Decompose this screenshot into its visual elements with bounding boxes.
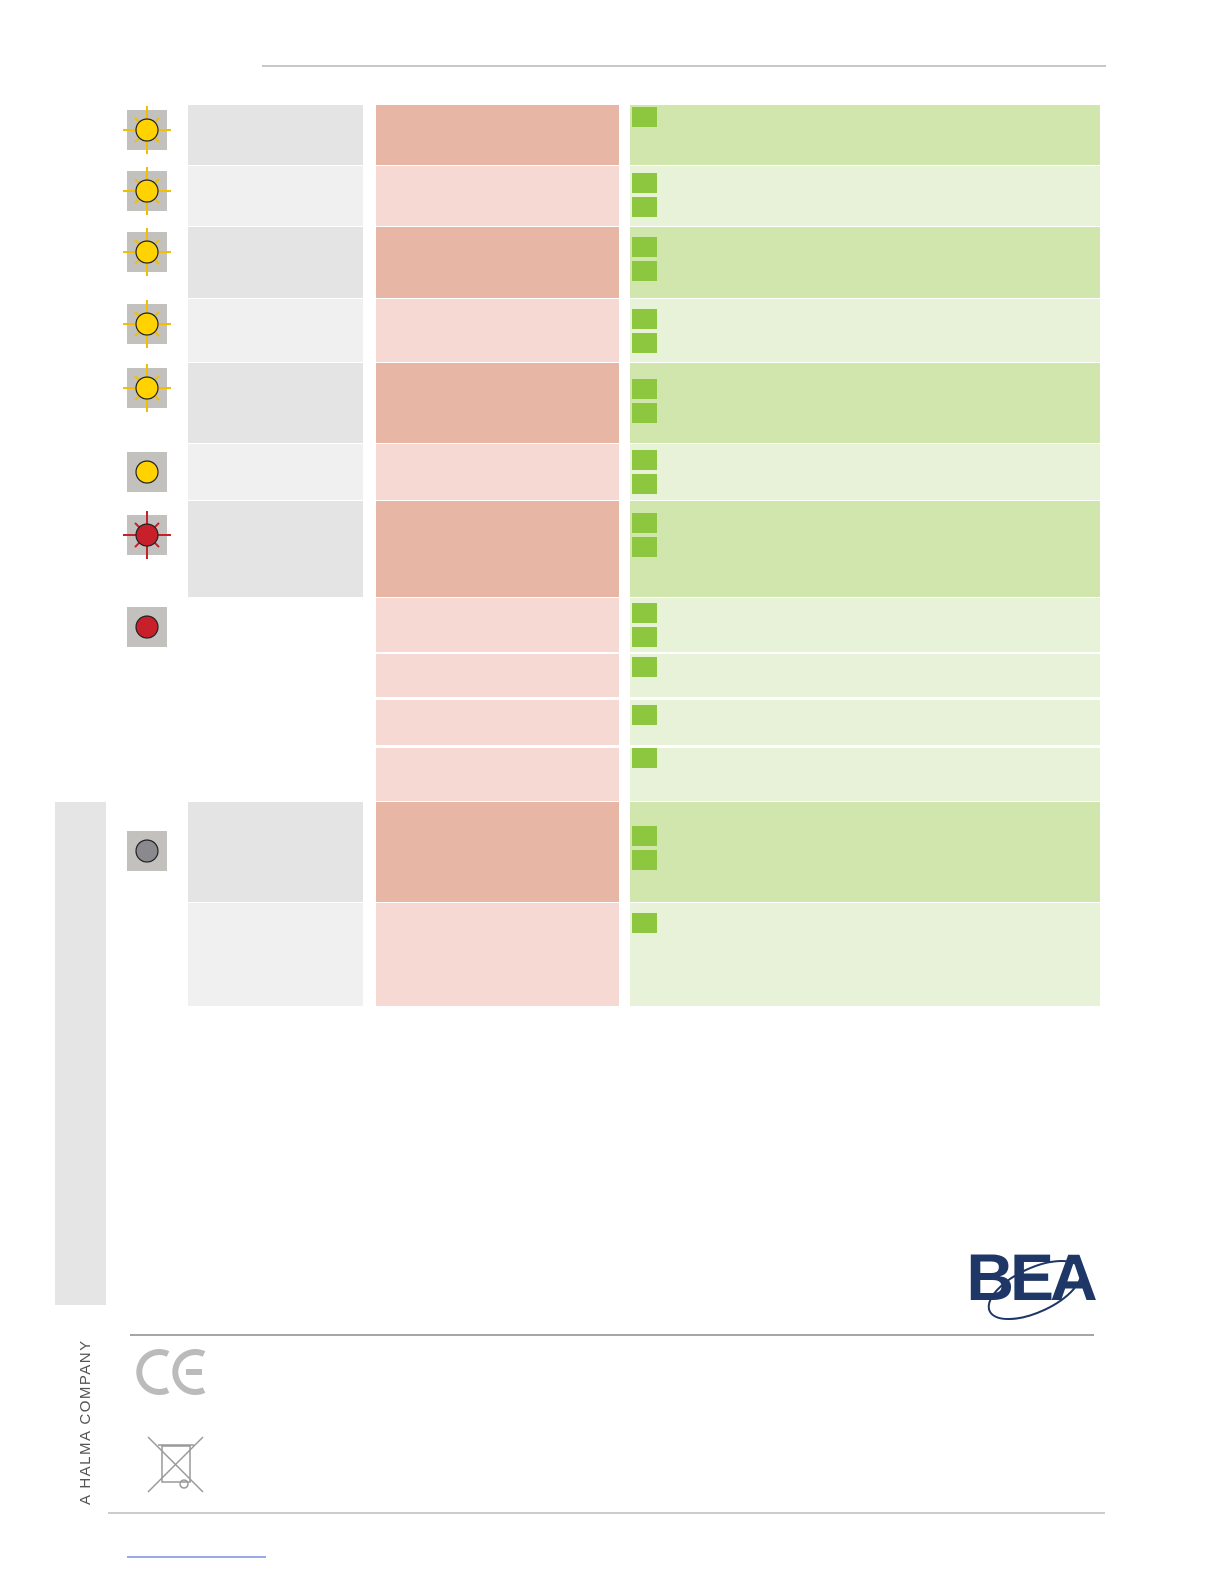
table-cell	[376, 363, 619, 443]
table-cell	[630, 227, 1100, 298]
table-cell	[630, 598, 1100, 652]
led	[135, 839, 159, 863]
step-marker	[632, 333, 657, 353]
step-marker	[632, 474, 657, 494]
step-marker	[632, 309, 657, 329]
table-cell	[188, 444, 363, 500]
step-marker	[632, 173, 657, 193]
led	[135, 523, 159, 547]
logo-swoosh	[987, 1259, 1083, 1321]
table-cell	[376, 166, 619, 226]
table-cell	[376, 903, 619, 1006]
step-marker	[632, 748, 657, 768]
table-cell	[630, 363, 1100, 443]
step-marker	[632, 705, 657, 725]
table-cell	[630, 299, 1100, 362]
step-marker	[632, 657, 657, 677]
table-cell	[376, 654, 619, 697]
step-marker	[632, 450, 657, 470]
table-cell	[376, 299, 619, 362]
table-cell	[376, 105, 619, 165]
table-cell	[376, 700, 619, 745]
table-cell	[630, 501, 1100, 597]
weee-icon	[147, 1436, 204, 1493]
step-marker	[632, 826, 657, 846]
step-marker	[632, 913, 657, 933]
sidebar	[55, 802, 106, 1305]
table-cell	[630, 166, 1100, 226]
led	[135, 376, 159, 400]
step-marker	[632, 379, 657, 399]
status-table	[123, 105, 1100, 1006]
table-cell	[188, 299, 363, 362]
step-marker	[632, 627, 657, 647]
table-cell	[188, 903, 363, 1006]
table-cell	[188, 166, 363, 226]
table-cell	[630, 903, 1100, 1006]
table-cell	[188, 802, 363, 902]
step-marker	[632, 537, 657, 557]
table-cell	[376, 598, 619, 652]
table-cell	[188, 501, 363, 597]
led	[135, 118, 159, 142]
table-cell	[188, 105, 363, 165]
table-cell	[188, 363, 363, 443]
table-cell	[376, 748, 619, 801]
table-cell	[630, 700, 1100, 745]
step-marker	[632, 237, 657, 257]
logo: BEA	[966, 1240, 1096, 1314]
company-tagline: A HALMA COMPANY	[77, 1339, 94, 1505]
led	[135, 312, 159, 336]
step-marker	[632, 197, 657, 217]
led	[135, 460, 159, 484]
table-cell	[376, 802, 619, 902]
led	[135, 179, 159, 203]
led	[135, 615, 159, 639]
ce-mark	[136, 1349, 206, 1395]
table-cell	[376, 444, 619, 500]
table-cell	[630, 444, 1100, 500]
led	[135, 240, 159, 264]
step-marker	[632, 603, 657, 623]
table-cell	[376, 501, 619, 597]
step-marker	[632, 261, 657, 281]
table-cell	[630, 654, 1100, 697]
table-cell	[376, 227, 619, 298]
table-cell	[188, 227, 363, 298]
step-marker	[632, 850, 657, 870]
table-cell	[630, 748, 1100, 801]
table-cell	[630, 802, 1100, 902]
step-marker	[632, 107, 657, 127]
table-cell	[630, 105, 1100, 165]
step-marker	[632, 403, 657, 423]
step-marker	[632, 513, 657, 533]
